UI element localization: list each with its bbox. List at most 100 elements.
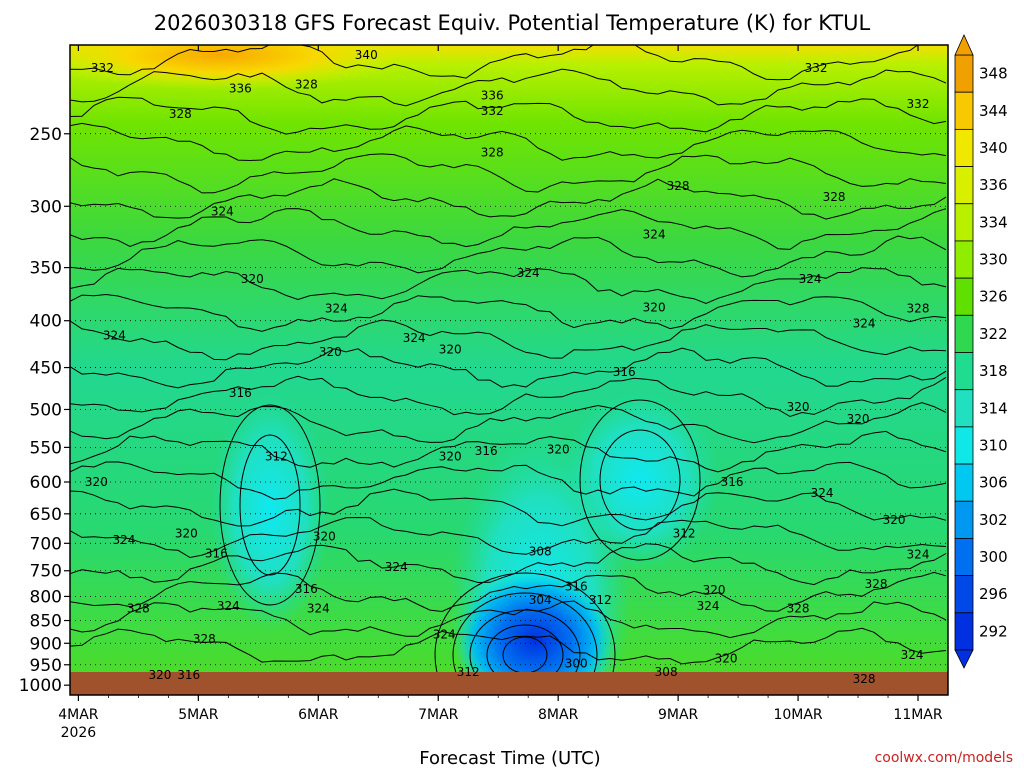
contour-label: 332 xyxy=(91,61,114,75)
contour-label: 328 xyxy=(907,302,930,316)
contour-line xyxy=(70,96,947,135)
contour-label: 320 xyxy=(787,400,810,414)
contour-label: 316 xyxy=(177,668,200,682)
contour-label: 324 xyxy=(217,599,240,613)
x-tick-label: 11MAR xyxy=(893,707,942,723)
x-tick-label: 7MAR xyxy=(418,707,459,723)
contour-label: 316 xyxy=(565,579,588,593)
y-tick-label: 550 xyxy=(30,438,62,458)
contour-label: 320 xyxy=(439,342,462,356)
colorbar-label: 334 xyxy=(979,213,1008,231)
colorbar-label: 340 xyxy=(979,139,1008,157)
contour-label: 324 xyxy=(643,227,666,241)
x-tick-label: 8MAR xyxy=(538,707,579,723)
contour-label: 332 xyxy=(907,97,930,111)
contour-label: 316 xyxy=(295,582,318,596)
contour-label: 328 xyxy=(481,145,504,159)
colorbar-label: 348 xyxy=(979,65,1008,83)
colorbar-label: 302 xyxy=(979,511,1008,529)
contour-line xyxy=(70,347,947,389)
contour-label: 320 xyxy=(439,450,462,464)
colorbar-label: 300 xyxy=(979,548,1008,566)
colorbar-segment xyxy=(954,166,974,205)
colorbar-label: 322 xyxy=(979,325,1008,343)
y-tick-label: 950 xyxy=(30,656,62,676)
y-tick-label: 450 xyxy=(30,359,62,379)
contour-line xyxy=(70,516,947,559)
y-tick-label: 900 xyxy=(30,634,62,654)
colorbar-label: 336 xyxy=(979,176,1008,194)
contour-label: 328 xyxy=(667,179,690,193)
contour-label: 320 xyxy=(85,475,108,489)
contour-label: 316 xyxy=(229,386,252,400)
contour-label: 324 xyxy=(697,599,720,613)
contour-label: 320 xyxy=(319,345,342,359)
contour-label: 324 xyxy=(433,627,456,641)
colorbar-label: 344 xyxy=(979,102,1008,120)
credit-text[interactable]: coolwx.com/models xyxy=(875,750,1013,766)
x-tick-label: 5MAR xyxy=(178,707,219,723)
y-tick-label: 800 xyxy=(30,587,62,607)
colorbar-segment xyxy=(954,352,974,391)
contour-label: 328 xyxy=(169,107,192,121)
contour-line xyxy=(70,267,947,305)
contour-line xyxy=(70,235,947,278)
contour-line xyxy=(452,592,598,695)
contour-label: 308 xyxy=(655,665,678,679)
contour-label: 320 xyxy=(847,412,870,426)
colorbar-segment xyxy=(954,612,974,651)
colorbar-segment xyxy=(954,314,974,353)
contour-label: 324 xyxy=(907,548,930,562)
colorbar-segment xyxy=(954,240,974,279)
y-tick-label: 600 xyxy=(30,473,62,493)
y-tick-label: 400 xyxy=(30,312,62,332)
contour-line xyxy=(70,208,947,250)
y-tick-label: 1000 xyxy=(19,676,62,696)
contour-label: 316 xyxy=(205,546,228,560)
contour-label: 328 xyxy=(127,602,150,616)
contour-line xyxy=(70,45,919,81)
colorbar-segment xyxy=(954,389,974,428)
contour-label: 328 xyxy=(787,602,810,616)
contour-label: 320 xyxy=(313,529,336,543)
contour-line xyxy=(579,399,701,561)
x-tick-label: 10MAR xyxy=(773,707,822,723)
contour-label: 324 xyxy=(113,533,136,547)
contour-label: 312 xyxy=(457,665,480,679)
colorbar-label: 330 xyxy=(979,251,1008,269)
colorbar-label: 310 xyxy=(979,436,1008,454)
colorbar-label: 326 xyxy=(979,288,1008,306)
contour-line xyxy=(599,429,681,531)
contour-line xyxy=(70,293,947,332)
y-tick-label: 350 xyxy=(30,259,62,279)
x-axis-label: Forecast Time (UTC) xyxy=(419,748,600,768)
contour-label: 312 xyxy=(589,593,612,607)
contour-line xyxy=(70,488,947,527)
colorbar-segment xyxy=(954,54,974,93)
colorbar-segment xyxy=(954,128,974,167)
contour-label: 316 xyxy=(475,444,498,458)
contour-label: 336 xyxy=(481,88,504,102)
contour-label: 320 xyxy=(241,272,264,286)
y-tick-label: 300 xyxy=(30,197,62,217)
colorbar-segment xyxy=(954,500,974,539)
contour-line xyxy=(239,434,301,576)
contour-label: 320 xyxy=(175,527,198,541)
contour-label: 324 xyxy=(103,328,126,342)
x-tick-label: 9MAR xyxy=(658,707,699,723)
contour-line xyxy=(70,153,947,194)
contour-label: 332 xyxy=(481,104,504,118)
colorbar-label: 318 xyxy=(979,362,1008,380)
contour-label: 328 xyxy=(865,577,888,591)
contour-label: 320 xyxy=(643,301,666,315)
colorbar-segment xyxy=(954,575,974,614)
contour-lines xyxy=(70,45,947,695)
contour-line xyxy=(70,600,947,639)
cool-region-day1 xyxy=(210,390,330,630)
x-tick-label: 6MAR xyxy=(298,707,339,723)
contour-label: 328 xyxy=(295,78,318,92)
contour-line xyxy=(70,627,947,665)
contour-label: 320 xyxy=(149,668,172,682)
colorbar-label: 292 xyxy=(979,622,1008,640)
